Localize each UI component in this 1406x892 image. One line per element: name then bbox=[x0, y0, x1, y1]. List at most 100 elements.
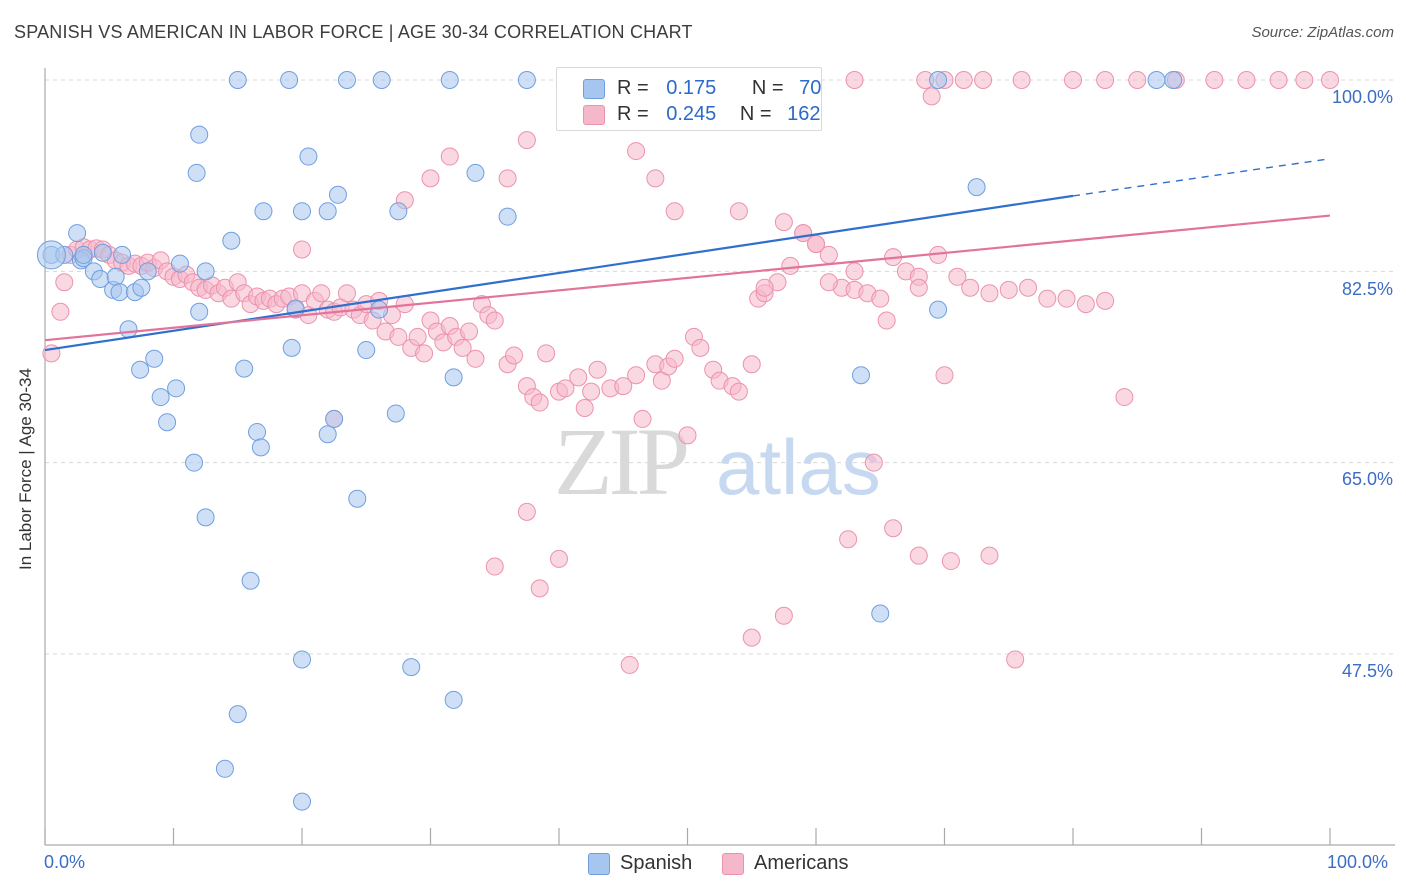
data-point-spanish bbox=[131, 360, 150, 379]
data-point-spanish bbox=[318, 202, 337, 221]
data-point-americans bbox=[627, 366, 646, 385]
data-point-spanish bbox=[196, 508, 215, 527]
data-point-spanish bbox=[328, 185, 347, 204]
data-point-americans bbox=[807, 235, 825, 253]
data-point-spanish bbox=[248, 423, 267, 442]
data-point-spanish bbox=[293, 650, 311, 669]
data-point-americans bbox=[312, 284, 331, 303]
data-point-americans bbox=[819, 273, 838, 292]
data-point-spanish bbox=[185, 453, 204, 472]
data-point-americans bbox=[1115, 388, 1134, 407]
legend-n-label: N = bbox=[739, 103, 772, 125]
data-point-americans bbox=[678, 426, 697, 445]
data-point-americans bbox=[909, 546, 928, 565]
data-point-americans bbox=[1321, 71, 1339, 89]
data-point-americans bbox=[633, 409, 652, 428]
data-point-americans bbox=[556, 379, 575, 398]
data-point-americans bbox=[293, 240, 311, 259]
data-point-americans bbox=[505, 346, 524, 365]
data-point-americans bbox=[569, 368, 588, 387]
data-point-spanish bbox=[190, 302, 209, 321]
data-point-americans bbox=[1295, 71, 1314, 89]
data-point-americans bbox=[485, 557, 504, 576]
data-point-americans bbox=[839, 530, 858, 549]
data-point-spanish bbox=[74, 245, 93, 264]
data-point-spanish bbox=[370, 300, 389, 319]
data-point-spanish bbox=[170, 254, 189, 273]
data-point-americans bbox=[1237, 71, 1256, 89]
chart-source: Source: ZipAtlas.com bbox=[1251, 24, 1394, 41]
data-point-americans bbox=[961, 278, 980, 297]
data-point-americans bbox=[871, 289, 890, 308]
legend-text-spanish: R = 0.175 N = 70 bbox=[617, 77, 821, 100]
trend-line-americans bbox=[44, 214, 1331, 342]
data-point-americans bbox=[729, 202, 748, 221]
legend-text-americans: R = 0.245 N = 162 bbox=[617, 103, 821, 126]
legend-r-value: 0.245 bbox=[666, 103, 717, 125]
watermark-zip: ZIP bbox=[554, 408, 687, 515]
data-point-spanish bbox=[929, 300, 948, 319]
data-point-spanish bbox=[851, 366, 870, 385]
data-point-americans bbox=[877, 311, 896, 330]
data-point-americans bbox=[408, 327, 427, 346]
data-point-spanish bbox=[241, 571, 260, 590]
data-point-spanish bbox=[106, 267, 125, 286]
bottom-legend-label-americans: Americans bbox=[754, 852, 849, 874]
data-point-americans bbox=[530, 393, 549, 412]
data-point-americans bbox=[498, 169, 517, 188]
data-point-spanish bbox=[110, 283, 129, 302]
data-point-spanish bbox=[1164, 71, 1183, 89]
data-point-spanish bbox=[228, 705, 247, 724]
y-tick-label: 65.0% bbox=[1341, 469, 1393, 489]
legend-n-value: 162 bbox=[787, 103, 821, 125]
data-point-spanish bbox=[222, 231, 241, 250]
data-point-americans bbox=[845, 262, 864, 281]
data-point-americans bbox=[948, 267, 967, 286]
trend-lines bbox=[44, 158, 1331, 352]
data-point-americans bbox=[665, 202, 684, 221]
stats-legend: R = 0.175 N = 70 R = 0.245 N = 162 bbox=[556, 67, 822, 131]
data-point-spanish bbox=[318, 425, 337, 444]
data-point-americans bbox=[575, 399, 594, 417]
legend-swatch-americans bbox=[583, 105, 605, 125]
data-point-spanish bbox=[151, 388, 170, 407]
data-point-spanish bbox=[444, 690, 463, 709]
data-point-americans bbox=[485, 311, 504, 330]
data-point-spanish bbox=[293, 202, 311, 221]
data-point-americans bbox=[51, 302, 70, 321]
data-point-americans bbox=[980, 284, 999, 303]
data-point-americans bbox=[1096, 291, 1115, 310]
data-point-spanish bbox=[444, 368, 463, 387]
data-point-spanish bbox=[167, 379, 186, 398]
data-point-spanish bbox=[357, 341, 376, 360]
data-point-americans bbox=[646, 169, 665, 188]
y-tick-label: 47.5% bbox=[1341, 661, 1393, 681]
data-point-americans bbox=[614, 377, 633, 396]
legend-n-value: 70 bbox=[799, 77, 822, 99]
data-point-spanish bbox=[402, 658, 421, 677]
data-point-spanish bbox=[190, 125, 209, 144]
data-point-americans bbox=[665, 349, 684, 368]
legend-r-value: 0.175 bbox=[666, 77, 717, 99]
x-tick-label: 100.0% bbox=[1327, 852, 1389, 872]
data-point-americans bbox=[1057, 289, 1076, 308]
data-point-spanish bbox=[138, 262, 157, 281]
data-point-spanish bbox=[325, 409, 344, 428]
data-point-spanish bbox=[187, 163, 206, 182]
data-point-americans bbox=[884, 519, 903, 538]
data-point-americans bbox=[389, 327, 408, 346]
data-point-americans bbox=[517, 131, 536, 150]
data-point-spanish bbox=[196, 262, 215, 281]
data-point-americans bbox=[691, 338, 710, 357]
bottom-legend-swatch-americans bbox=[722, 853, 744, 875]
data-point-spanish bbox=[386, 404, 405, 423]
axes bbox=[44, 68, 1395, 846]
trend-line-spanish-extension bbox=[1072, 158, 1331, 197]
data-point-americans bbox=[337, 284, 356, 303]
data-point-americans bbox=[415, 344, 434, 363]
data-point-americans bbox=[980, 546, 999, 565]
data-point-americans bbox=[774, 213, 793, 232]
data-point-americans bbox=[935, 366, 954, 385]
data-point-americans bbox=[466, 349, 485, 368]
